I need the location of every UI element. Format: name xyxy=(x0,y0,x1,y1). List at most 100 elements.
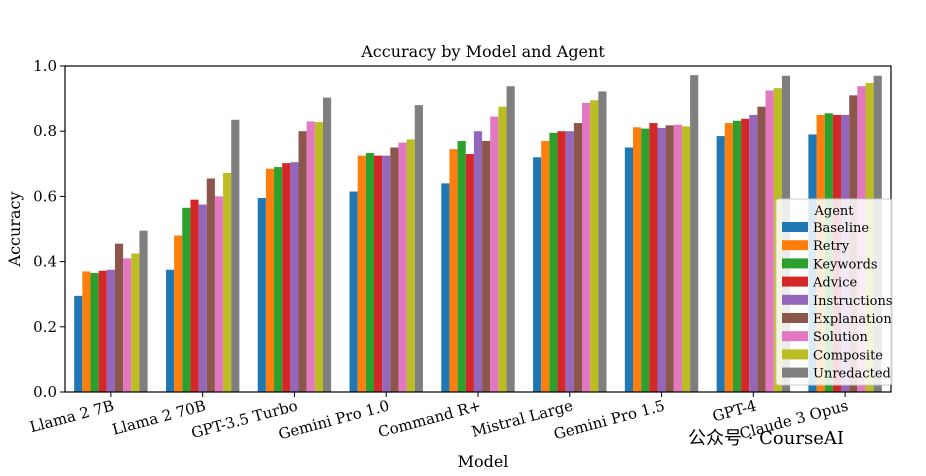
legend-label-retry: Retry xyxy=(813,239,850,254)
bar-baseline-1 xyxy=(165,269,175,392)
bar-keywords-6 xyxy=(641,128,650,392)
bar-advice-7 xyxy=(741,118,750,392)
bar-baseline-0 xyxy=(74,295,83,392)
y-tick-label: 0.8 xyxy=(33,122,57,140)
y-axis-label: Accuracy xyxy=(5,192,24,268)
legend-label-explanation: Explanation xyxy=(813,312,892,327)
y-tick-label: 0.2 xyxy=(33,318,57,336)
bar-retry-3 xyxy=(357,155,366,392)
bar-advice-6 xyxy=(649,123,658,393)
bar-baseline-5 xyxy=(533,157,542,392)
bar-solution-2 xyxy=(306,121,315,393)
legend-label-keywords: Keywords xyxy=(813,257,878,272)
legend-swatch-composite xyxy=(782,349,808,360)
bar-advice-1 xyxy=(190,199,199,392)
y-tick-label: 0.4 xyxy=(33,253,57,271)
bar-solution-5 xyxy=(582,102,591,392)
legend-swatch-solution xyxy=(782,331,808,342)
bar-baseline-3 xyxy=(349,191,358,392)
bar-solution-0 xyxy=(123,258,132,392)
bar-retry-5 xyxy=(541,140,550,392)
legend: Agent Baseline Retry Keywords Advice Instruc… xyxy=(775,198,893,386)
bar-keywords-3 xyxy=(365,153,374,392)
bar-explanation-4 xyxy=(482,140,491,392)
bar-instructions-4 xyxy=(473,131,483,392)
bar-retry-7 xyxy=(724,123,733,393)
bar-retry-6 xyxy=(633,127,642,392)
bar-baseline-6 xyxy=(624,147,633,392)
bar-advice-2 xyxy=(282,163,291,392)
legend-label-composite: Composite xyxy=(813,348,883,363)
bar-unredacted-2 xyxy=(323,97,332,393)
bar-keywords-7 xyxy=(732,120,742,393)
bar-unredacted-5 xyxy=(598,91,607,393)
watermark-text: 公众号 · CourseAI xyxy=(688,428,844,449)
bar-keywords-4 xyxy=(457,140,466,392)
legend-label-advice: Advice xyxy=(812,276,857,291)
bar-solution-4 xyxy=(490,116,499,392)
legend-swatch-keywords xyxy=(782,258,808,269)
x-tick-label: Llama 2 7B xyxy=(28,396,116,436)
bar-keywords-0 xyxy=(90,273,99,392)
bar-unredacted-1 xyxy=(231,119,240,392)
bar-advice-5 xyxy=(557,131,566,392)
bar-group xyxy=(74,75,882,393)
bar-unredacted-0 xyxy=(139,230,148,392)
bar-composite-1 xyxy=(223,172,232,392)
x-tick-label: Command R+ xyxy=(376,396,483,441)
bar-explanation-7 xyxy=(757,106,766,392)
bar-instructions-5 xyxy=(565,131,574,392)
bar-instructions-7 xyxy=(749,114,758,393)
y-axis-ticks: 0.0 0.2 0.4 0.6 0.8 1.0 xyxy=(33,57,65,401)
bar-explanation-5 xyxy=(573,123,583,393)
legend-swatch-instructions xyxy=(782,294,808,305)
bar-instructions-2 xyxy=(290,162,299,392)
legend-swatch-unredacted xyxy=(782,367,808,378)
bar-explanation-6 xyxy=(665,125,674,392)
bar-instructions-3 xyxy=(382,155,391,392)
legend-items: Baseline Retry Keywords Advice Instructions E… xyxy=(782,221,893,382)
bar-instructions-0 xyxy=(106,269,115,392)
bar-instructions-1 xyxy=(198,204,207,392)
bar-unredacted-3 xyxy=(414,105,423,393)
legend-swatch-baseline xyxy=(782,222,808,232)
legend-swatch-advice xyxy=(782,276,808,287)
bar-keywords-1 xyxy=(182,207,191,392)
bar-retry-2 xyxy=(265,168,275,392)
bar-composite-5 xyxy=(590,100,599,392)
bar-composite-2 xyxy=(314,122,323,392)
bar-explanation-3 xyxy=(390,147,399,392)
bar-retry-4 xyxy=(449,149,458,392)
legend-label-baseline: Baseline xyxy=(813,221,869,236)
bar-keywords-5 xyxy=(549,132,558,392)
bar-composite-6 xyxy=(681,126,691,392)
legend-title: Agent xyxy=(814,204,855,219)
legend-label-solution: Solution xyxy=(813,330,868,345)
y-tick-label: 0.6 xyxy=(33,187,57,205)
bar-retry-0 xyxy=(82,271,91,392)
bar-solution-3 xyxy=(398,142,407,392)
bar-baseline-7 xyxy=(716,136,725,392)
legend-label-instructions: Instructions xyxy=(813,294,893,309)
bar-baseline-4 xyxy=(441,183,450,392)
bar-composite-4 xyxy=(498,106,507,392)
y-tick-label: 0.0 xyxy=(33,383,57,401)
bar-solution-1 xyxy=(214,196,224,392)
bar-instructions-6 xyxy=(657,127,666,392)
legend-label-unredacted: Unredacted xyxy=(813,367,891,382)
bar-explanation-0 xyxy=(114,243,124,392)
bar-solution-7 xyxy=(765,90,774,392)
bar-explanation-1 xyxy=(206,178,215,392)
bar-advice-4 xyxy=(465,154,474,392)
bar-keywords-2 xyxy=(274,167,283,392)
bar-baseline-2 xyxy=(257,198,266,392)
bar-composite-3 xyxy=(406,139,415,392)
bar-unredacted-6 xyxy=(690,75,699,392)
bar-explanation-2 xyxy=(298,131,307,392)
bar-advice-3 xyxy=(373,155,383,392)
y-tick-label: 1.0 xyxy=(33,57,57,75)
x-axis-label: Model xyxy=(458,452,509,471)
bar-composite-0 xyxy=(131,253,140,392)
